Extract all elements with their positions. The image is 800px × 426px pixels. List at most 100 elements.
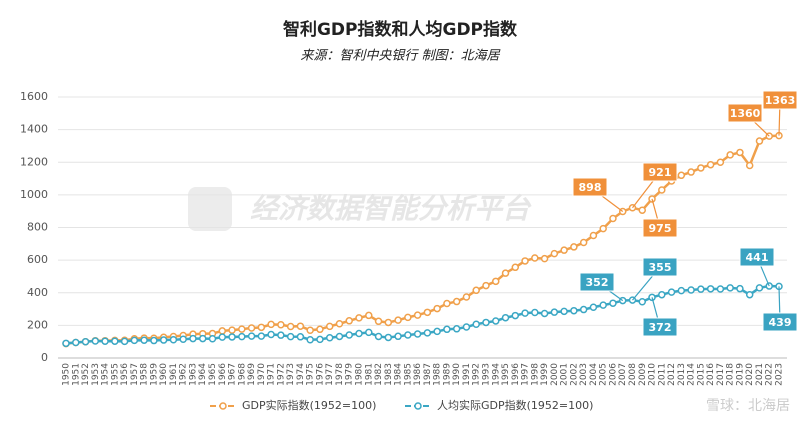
data-label: 441 (746, 251, 769, 264)
point (589, 231, 598, 240)
x-tick-label: 1983 (384, 363, 394, 386)
point (736, 148, 744, 157)
point (745, 290, 754, 299)
y-tick-label: 1000 (20, 188, 48, 201)
point (452, 325, 461, 333)
point (452, 297, 461, 306)
point (218, 327, 227, 335)
point (150, 336, 158, 345)
point (755, 137, 764, 145)
data-label: 921 (649, 166, 672, 179)
point (91, 337, 100, 345)
data-label: 355 (649, 261, 672, 274)
point (257, 323, 266, 332)
point (736, 284, 744, 293)
x-tick-label: 2014 (687, 363, 697, 386)
point (706, 285, 715, 293)
point (423, 308, 432, 317)
y-tick-label: 200 (27, 318, 48, 331)
point (365, 328, 373, 337)
point (238, 325, 246, 333)
x-tick-label: 1968 (237, 363, 247, 386)
point (726, 151, 734, 159)
y-tick-label: 600 (27, 253, 48, 266)
x-tick-label: 1980 (355, 363, 365, 386)
x-tick-label: 1963 (188, 363, 198, 386)
point (413, 330, 422, 338)
x-tick-label: 1955 (110, 363, 120, 386)
x-tick-label: 2004 (589, 363, 599, 386)
point (599, 301, 607, 309)
x-tick-label: 1951 (71, 363, 81, 386)
label-box (579, 272, 615, 292)
x-tick-label: 2016 (706, 363, 716, 386)
label-box (642, 162, 678, 182)
label-box (762, 90, 798, 110)
point (404, 313, 412, 322)
x-tick-label: 1979 (345, 363, 355, 386)
data-label: 975 (649, 222, 672, 235)
point (198, 334, 207, 343)
point (609, 299, 617, 307)
point (208, 335, 217, 343)
x-tick-label: 2023 (775, 363, 785, 386)
point (501, 313, 510, 322)
x-tick-label: 1952 (81, 363, 91, 386)
point (130, 336, 139, 345)
point (667, 288, 676, 296)
point (687, 286, 695, 294)
x-tick-label: 1975 (306, 363, 316, 386)
x-tick-label: 1999 (540, 363, 550, 386)
point (540, 254, 549, 263)
x-tick-label: 2011 (657, 363, 667, 386)
label-box (727, 103, 763, 123)
point (247, 332, 256, 340)
point (579, 238, 588, 247)
x-tick-label: 1962 (179, 363, 189, 386)
watermark-logo (188, 187, 232, 231)
label-box (572, 177, 608, 197)
point (511, 263, 520, 272)
x-tick-label: 1998 (530, 363, 540, 386)
point (218, 333, 227, 341)
point (638, 206, 647, 214)
point (589, 303, 598, 312)
label-box (762, 312, 798, 332)
x-tick-label: 1974 (296, 363, 306, 386)
point (325, 322, 334, 331)
point (599, 224, 607, 233)
x-tick-label: 2000 (550, 363, 560, 386)
x-tick-label: 2001 (560, 363, 570, 386)
point (716, 158, 725, 166)
point (189, 334, 197, 343)
x-tick-label: 1988 (433, 363, 443, 386)
point (550, 308, 559, 316)
x-tick-label: 1960 (159, 363, 169, 386)
point (531, 308, 539, 317)
point (579, 305, 588, 314)
x-tick-label: 1969 (247, 363, 257, 386)
x-tick-label: 1994 (491, 363, 501, 386)
x-tick-label: 1958 (140, 363, 150, 386)
x-tick-label: 1959 (149, 363, 159, 386)
point (345, 317, 353, 325)
x-tick-label: 1995 (501, 363, 511, 386)
x-tick-label: 2006 (608, 363, 618, 386)
point (638, 297, 647, 306)
x-tick-label: 2022 (765, 363, 775, 386)
data-label: 439 (769, 316, 792, 329)
point (677, 171, 686, 180)
x-tick-label: 1961 (169, 363, 179, 386)
x-tick-label: 1973 (286, 363, 296, 386)
point (697, 164, 705, 172)
point (159, 336, 168, 344)
x-tick-label: 2010 (648, 363, 658, 386)
point (687, 168, 695, 176)
x-tick-label: 1964 (198, 363, 208, 386)
point (521, 257, 529, 265)
data-label: 1360 (730, 107, 761, 120)
x-tick-label: 1990 (452, 363, 462, 386)
x-tick-label: 1977 (325, 363, 335, 386)
point (355, 329, 363, 338)
point (325, 334, 334, 342)
